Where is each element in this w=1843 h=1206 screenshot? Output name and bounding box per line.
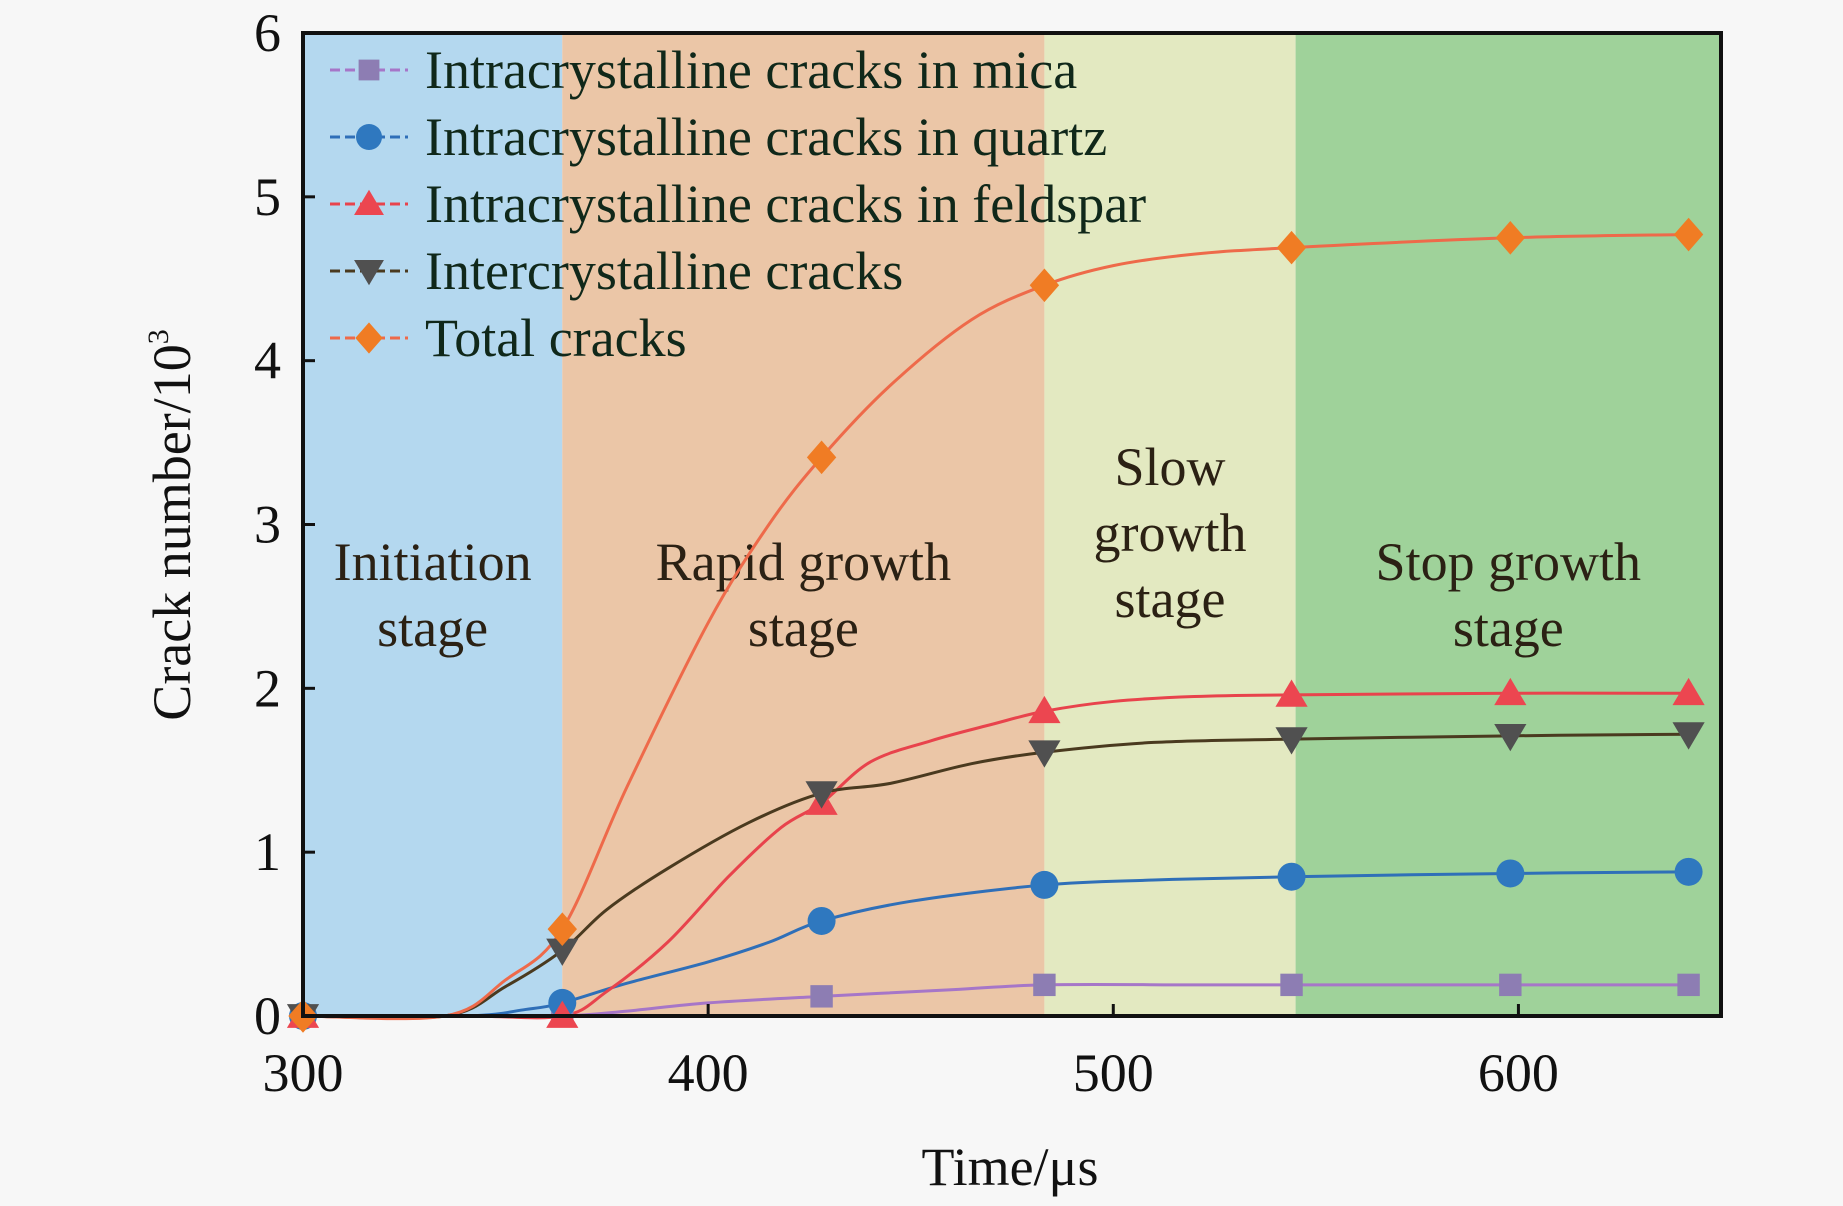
y-axis-label: Crack number/103 <box>142 329 202 720</box>
stage-label-1-line-1: stage <box>748 598 859 658</box>
legend-item-0: Intracrystalline cracks in mica <box>330 40 1077 100</box>
stage-label-2-line-1: growth <box>1094 503 1247 563</box>
stage-label-0-line-1: stage <box>377 598 488 658</box>
series-2-point-5 <box>1494 677 1527 706</box>
series-0-point-2 <box>810 985 833 1008</box>
legend-item-4: Total cracks <box>330 308 687 368</box>
legend-item-1: Intracrystalline cracks in quartz <box>330 107 1107 167</box>
series-3-point-1 <box>546 938 579 966</box>
y-tick-label-3: 3 <box>254 495 281 555</box>
series-4-point-2 <box>806 440 837 475</box>
stage-label-0-line-0: Initiation <box>334 532 532 592</box>
series-3-point-5 <box>1494 723 1527 752</box>
stage-label-1-line-0: Rapid growth <box>656 532 951 592</box>
legend-marker-1 <box>356 124 382 150</box>
series-2-point-4 <box>1275 679 1308 707</box>
series-1-point-5 <box>1496 859 1525 888</box>
x-tick-label-1: 400 <box>668 1043 749 1103</box>
series-1-point-2 <box>807 906 836 935</box>
legend-marker-0 <box>358 59 380 81</box>
y-tick-label-1: 1 <box>254 822 281 882</box>
series-3-point-4 <box>1275 727 1308 755</box>
legend-label-3: Intercrystalline cracks <box>425 241 903 301</box>
y-axis-label-text: Crack number/10 <box>142 344 202 720</box>
series-2-point-6 <box>1672 677 1705 706</box>
legend-marker-3 <box>354 259 384 286</box>
series-2-point-3 <box>1028 695 1061 724</box>
y-tick-label-5: 5 <box>254 167 281 227</box>
y-tick-label-6: 6 <box>254 3 281 63</box>
series-0-point-5 <box>1499 973 1522 997</box>
stage-band-3 <box>1295 33 1721 1016</box>
x-tick-label-3: 600 <box>1478 1043 1559 1103</box>
x-axis-label: Time/μs <box>921 1137 1098 1197</box>
x-tick-label-0: 300 <box>263 1043 344 1103</box>
series-3-point-2 <box>805 781 838 809</box>
y-tick-label-2: 2 <box>254 658 281 718</box>
series-3-point-3 <box>1028 740 1061 768</box>
series-4-point-3 <box>1029 268 1060 303</box>
series-4-point-4 <box>1276 230 1307 265</box>
series-3-point-6 <box>1672 722 1705 750</box>
stage-band-0 <box>303 33 563 1016</box>
series-0-point-4 <box>1280 973 1303 997</box>
legend-item-2: Intracrystalline cracks in feldspar <box>330 174 1146 234</box>
stage-band-1 <box>562 33 1045 1016</box>
stage-band-2 <box>1044 33 1296 1016</box>
series-0-point-3 <box>1033 973 1056 997</box>
legend-marker-4 <box>355 322 383 354</box>
x-tick-label-2: 500 <box>1073 1043 1154 1103</box>
series-4-point-6 <box>1673 217 1704 252</box>
series-0-point-6 <box>1677 973 1700 997</box>
series-4-point-1 <box>547 912 577 946</box>
series-1-point-3 <box>1030 870 1059 899</box>
legend-label-1: Intracrystalline cracks in quartz <box>425 107 1107 167</box>
stage-label-3-line-1: stage <box>1453 598 1564 658</box>
stage-label-2-line-2: stage <box>1115 569 1226 629</box>
stage-label-3-line-0: Stop growth <box>1376 532 1642 592</box>
y-tick-label-0: 0 <box>254 986 281 1046</box>
series-4-point-5 <box>1495 220 1526 255</box>
legend-label-2: Intracrystalline cracks in feldspar <box>425 174 1146 234</box>
series-1-point-4 <box>1277 862 1306 891</box>
legend-label-4: Total cracks <box>425 308 687 368</box>
legend-item-3: Intercrystalline cracks <box>330 241 903 301</box>
legend: Intracrystalline cracks in mica Intracrys… <box>330 40 1146 368</box>
legend-marker-2 <box>354 189 384 216</box>
series-line-3 <box>302 732 1689 1020</box>
legend-label-0: Intracrystalline cracks in mica <box>425 40 1077 100</box>
y-tick-label-4: 4 <box>254 331 281 391</box>
axes: 300 400 500 600 0 1 2 3 4 5 6 <box>254 3 1723 1103</box>
y-axis-label-superscript: 3 <box>142 329 175 344</box>
stage-label-2-line-0: Slow <box>1114 437 1225 497</box>
series-1-point-6 <box>1674 857 1703 886</box>
stage-backgrounds <box>303 33 1721 1016</box>
series-line-1 <box>302 870 1689 1018</box>
